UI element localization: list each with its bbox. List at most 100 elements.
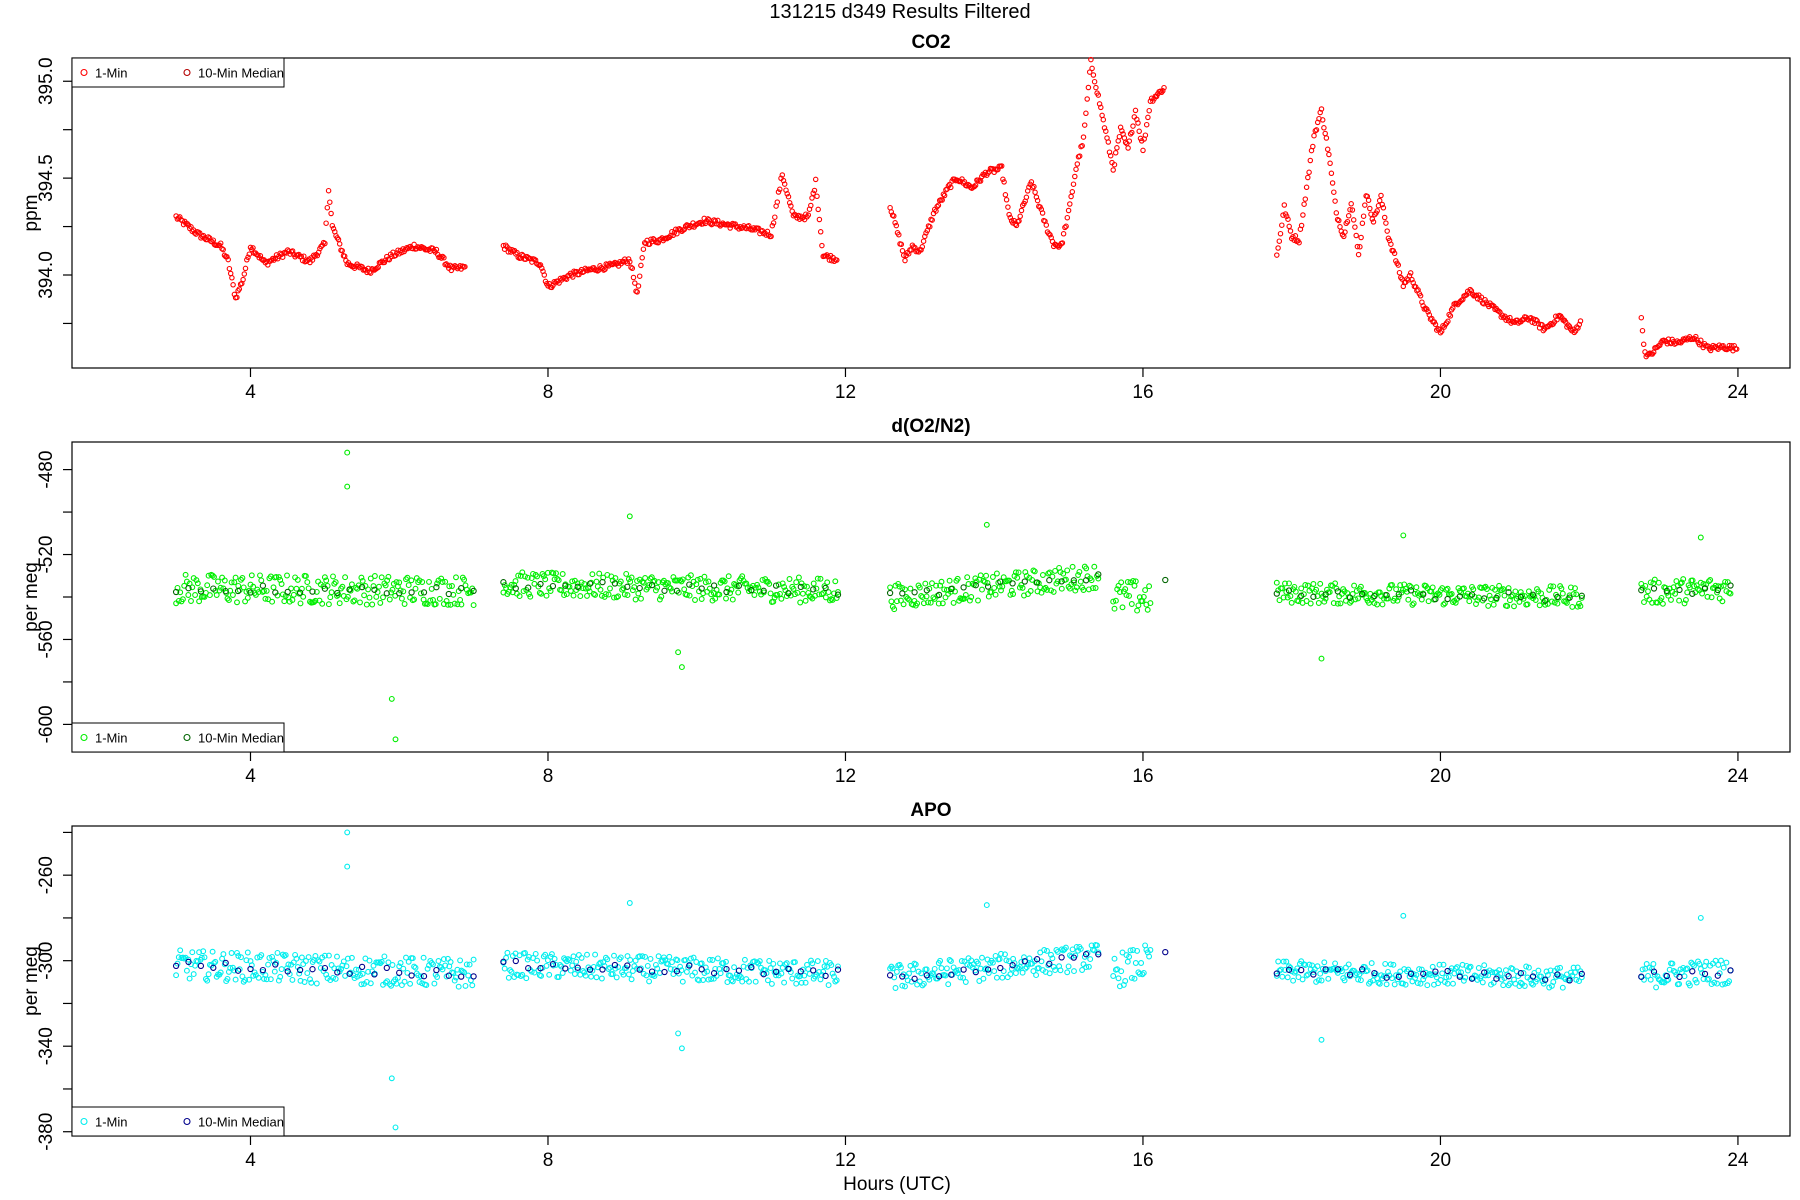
data-points [172, 449, 1734, 743]
data-point [1274, 252, 1280, 258]
median-point [574, 964, 581, 971]
data-point [243, 957, 250, 964]
data-point [1027, 588, 1034, 594]
data-point [654, 965, 661, 972]
data-point [667, 585, 674, 592]
data-point [1672, 590, 1679, 597]
data-point [300, 593, 307, 600]
data-point [1577, 603, 1584, 610]
data-point [892, 985, 899, 991]
data-point [950, 599, 957, 606]
data-point [555, 577, 562, 584]
median-point [1407, 587, 1415, 594]
data-point [321, 574, 328, 581]
data-point [388, 589, 395, 596]
data-point [1495, 308, 1502, 314]
data-point [1413, 971, 1420, 978]
data-point [962, 592, 969, 598]
data-point [1508, 593, 1515, 600]
data-point [1697, 579, 1704, 586]
data-point [596, 570, 603, 577]
data-point [1279, 585, 1286, 592]
data-point [1298, 222, 1305, 229]
data-point [234, 294, 240, 301]
data-point [1684, 589, 1691, 596]
data-point [381, 953, 388, 960]
median-point [433, 584, 440, 591]
median-point [948, 971, 955, 978]
data-point [1505, 585, 1512, 592]
data-point [1132, 960, 1139, 966]
data-point [1147, 947, 1154, 953]
data-point [348, 954, 355, 961]
data-point [204, 582, 211, 589]
median-point [420, 589, 428, 596]
data-point [995, 166, 1001, 173]
data-point [1074, 161, 1081, 167]
data-point [679, 978, 686, 985]
data-point [1380, 205, 1387, 211]
data-point [717, 970, 724, 977]
data-point [575, 952, 582, 958]
data-point [420, 954, 427, 961]
median-point [1432, 968, 1439, 975]
data-point [1385, 968, 1391, 975]
data-point [1412, 975, 1419, 981]
data-point [245, 254, 251, 261]
data-point-outlier [1318, 1036, 1325, 1043]
data-point [705, 578, 712, 585]
data-point [789, 975, 796, 982]
data-point [1116, 589, 1123, 595]
data-point [1486, 592, 1493, 599]
median-point [1162, 576, 1169, 584]
data-point [1425, 598, 1432, 605]
data-point [1032, 189, 1038, 196]
median-point [1505, 973, 1512, 980]
median-point [772, 582, 780, 589]
data-point [1551, 599, 1558, 606]
median-point [296, 589, 304, 596]
legend-marker-1min [80, 733, 88, 742]
data-point [1572, 969, 1578, 976]
data-point [1409, 276, 1415, 283]
data-point [1309, 962, 1316, 969]
data-point [1535, 967, 1542, 974]
data-point [279, 951, 286, 958]
median-point [1033, 956, 1041, 963]
data-point [462, 263, 468, 270]
data-point [1699, 969, 1706, 976]
data-point [989, 959, 996, 966]
data-point [766, 580, 773, 587]
data-point [1311, 132, 1317, 139]
median-point [923, 972, 930, 979]
data-point [443, 598, 450, 604]
data-point [918, 970, 925, 977]
data-point [1127, 131, 1134, 137]
data-point [1299, 976, 1306, 983]
data-point [238, 954, 244, 961]
data-point [1352, 596, 1359, 603]
data-point [783, 960, 790, 967]
data-point [1379, 601, 1386, 608]
data-point [712, 218, 719, 224]
median-point [1383, 592, 1390, 599]
data-point-outlier [1400, 912, 1407, 919]
data-point [1686, 982, 1693, 989]
data-point [767, 965, 774, 972]
data-point [1310, 581, 1317, 587]
data-point [1669, 960, 1676, 967]
data-point [339, 583, 346, 590]
data-point [408, 577, 415, 584]
legend-marker-median [183, 733, 191, 742]
median-point [1058, 578, 1065, 585]
data-point [1136, 970, 1143, 977]
median-point [1095, 571, 1102, 578]
data-point [1072, 587, 1079, 594]
data-point [728, 586, 735, 593]
data-point [1322, 595, 1329, 602]
data-point [1048, 951, 1054, 958]
data-point [1023, 964, 1030, 971]
median-point [710, 970, 718, 977]
data-point [1355, 251, 1362, 258]
data-point [979, 954, 985, 961]
